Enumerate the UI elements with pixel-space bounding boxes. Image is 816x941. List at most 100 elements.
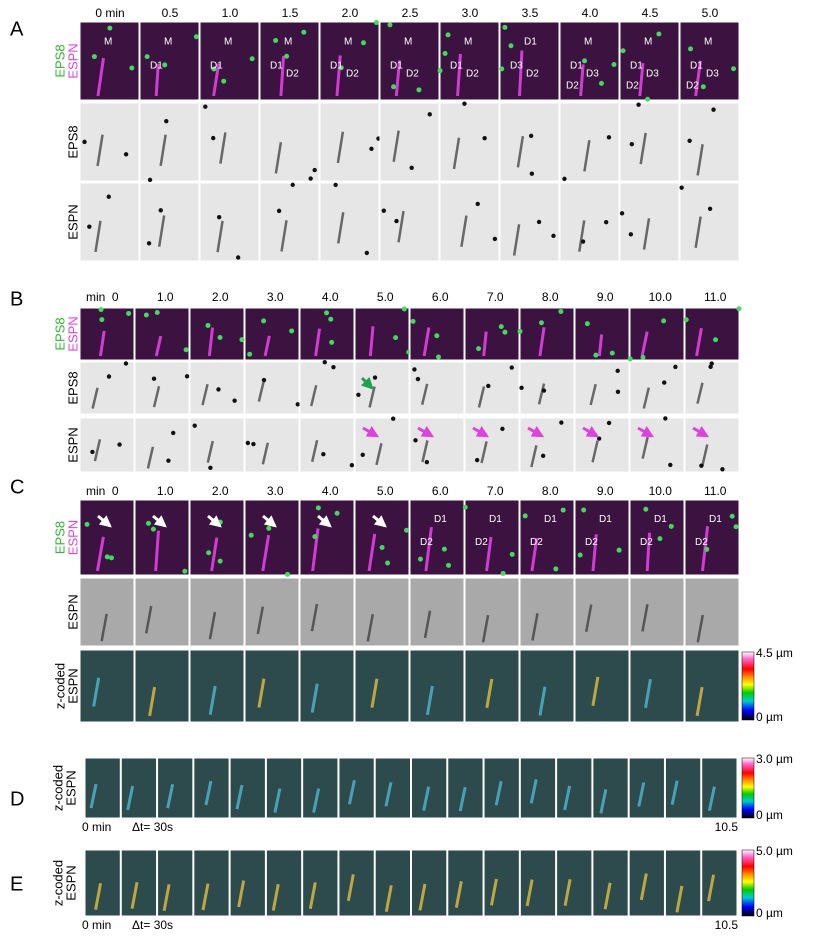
puncta (284, 54, 289, 59)
annotation: D1 (450, 61, 463, 72)
time-label: 2.0 (342, 6, 359, 20)
puncta (493, 237, 497, 241)
puncta (418, 557, 423, 562)
puncta (519, 386, 523, 390)
image-frame (575, 308, 629, 360)
annotation: M (584, 37, 592, 48)
puncta (129, 65, 134, 70)
image-frame (593, 758, 628, 818)
time-label: 1.0 (157, 290, 174, 304)
puncta (559, 420, 563, 424)
annotation: D3 (646, 69, 659, 80)
row-label: ESPN (65, 594, 80, 629)
annotation: D2 (286, 69, 299, 80)
image-frame (245, 362, 299, 414)
annotation: D3 (706, 69, 719, 80)
time-label: 5.0 (702, 6, 719, 20)
annotation: M (104, 37, 112, 48)
image-frame (355, 650, 409, 722)
puncta (499, 66, 504, 71)
image-frame (484, 850, 519, 916)
puncta (610, 351, 615, 356)
image-frame (80, 578, 134, 646)
image-frame (80, 103, 139, 181)
time-unit: min (86, 484, 105, 498)
image-frame (355, 362, 409, 414)
image-frame (484, 758, 519, 818)
puncta (350, 463, 354, 467)
image-frame (575, 578, 629, 646)
image-frame (680, 183, 739, 261)
puncta (85, 522, 90, 527)
time-label: 4.5 (642, 6, 659, 20)
annotation: M (224, 37, 232, 48)
puncta (413, 438, 417, 442)
puncta (246, 441, 250, 445)
time-label: 5.0 (377, 290, 394, 304)
image-frame (630, 500, 684, 575)
image-frame (375, 850, 410, 916)
puncta (523, 513, 528, 518)
puncta (217, 215, 221, 219)
image-frame (702, 758, 737, 818)
puncta (442, 547, 447, 552)
image-frame (190, 650, 244, 722)
annotation: D2 (686, 81, 699, 92)
annotation: D1 (270, 61, 283, 72)
interval-label: Δt= 30s (132, 820, 173, 834)
interval-label: Δt= 30s (132, 918, 173, 932)
image-frame (320, 22, 379, 100)
panel-label: C (10, 476, 24, 498)
image-frame (266, 758, 301, 818)
start-label: 0 min (82, 820, 111, 834)
image-frame (266, 850, 301, 916)
puncta (261, 318, 266, 323)
puncta (162, 62, 167, 67)
time-label: 3.0 (462, 6, 479, 20)
puncta (117, 442, 121, 446)
image-frame (300, 578, 354, 646)
image-frame (300, 500, 354, 575)
image-frame (500, 103, 559, 181)
image-frame (520, 850, 555, 916)
puncta (673, 365, 677, 369)
puncta (476, 202, 480, 206)
puncta (391, 84, 396, 89)
puncta (289, 328, 294, 333)
annotation: D2 (346, 69, 359, 80)
puncta (393, 335, 398, 340)
puncta (604, 220, 608, 224)
puncta (425, 460, 429, 464)
puncta (708, 207, 712, 211)
puncta (537, 220, 541, 224)
puncta (553, 566, 558, 571)
colorbar (742, 758, 754, 818)
puncta (542, 388, 546, 392)
puncta (628, 356, 633, 361)
annotation: D1 (330, 61, 343, 72)
image-frame (685, 418, 739, 472)
puncta (411, 319, 416, 324)
puncta (105, 554, 110, 559)
puncta (402, 307, 407, 312)
time-label: 9.0 (597, 290, 614, 304)
puncta (434, 333, 439, 338)
time-label: 10.0 (649, 290, 673, 304)
image-frame (190, 578, 244, 646)
time-label: 10.0 (649, 484, 673, 498)
puncta (578, 552, 583, 557)
image-frame (135, 418, 189, 472)
puncta (645, 97, 650, 102)
puncta (301, 30, 306, 35)
time-label: 7.0 (487, 484, 504, 498)
puncta (687, 139, 691, 143)
image-frame (121, 850, 156, 916)
puncta (404, 528, 409, 533)
puncta (499, 324, 504, 329)
image-frame (685, 362, 739, 414)
annotation: D2 (466, 69, 479, 80)
puncta (147, 241, 151, 245)
annotation: M (704, 37, 712, 48)
puncta (688, 46, 693, 51)
puncta (409, 166, 413, 170)
